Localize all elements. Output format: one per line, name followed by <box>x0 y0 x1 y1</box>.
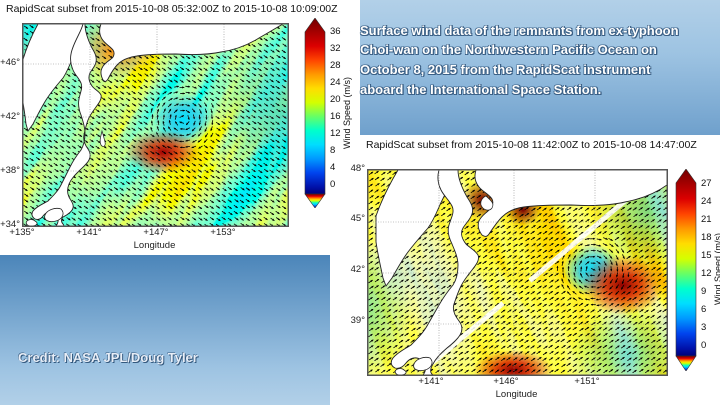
svg-text:15: 15 <box>701 250 712 261</box>
svg-text:24: 24 <box>701 196 712 207</box>
svg-text:0: 0 <box>330 179 335 190</box>
svg-text:36: 36 <box>330 26 341 37</box>
svg-text:9: 9 <box>701 286 706 297</box>
svg-text:28: 28 <box>330 60 341 71</box>
svg-text:12: 12 <box>330 128 341 139</box>
svg-text:0: 0 <box>701 340 706 351</box>
svg-text:32: 32 <box>330 43 341 54</box>
svg-text:16: 16 <box>330 111 341 122</box>
svg-text:4: 4 <box>330 162 335 173</box>
svg-text:27: 27 <box>701 178 712 189</box>
svg-text:3: 3 <box>701 322 706 333</box>
svg-text:18: 18 <box>701 232 712 243</box>
svg-text:24: 24 <box>330 77 341 88</box>
svg-text:21: 21 <box>701 214 712 225</box>
svg-text:Wind Speed (m/s): Wind Speed (m/s) <box>342 77 352 149</box>
svg-text:12: 12 <box>701 268 712 279</box>
svg-text:6: 6 <box>701 304 706 315</box>
svg-text:Wind Speed (m/s): Wind Speed (m/s) <box>713 233 720 305</box>
svg-text:8: 8 <box>330 145 335 156</box>
svg-text:20: 20 <box>330 94 341 105</box>
